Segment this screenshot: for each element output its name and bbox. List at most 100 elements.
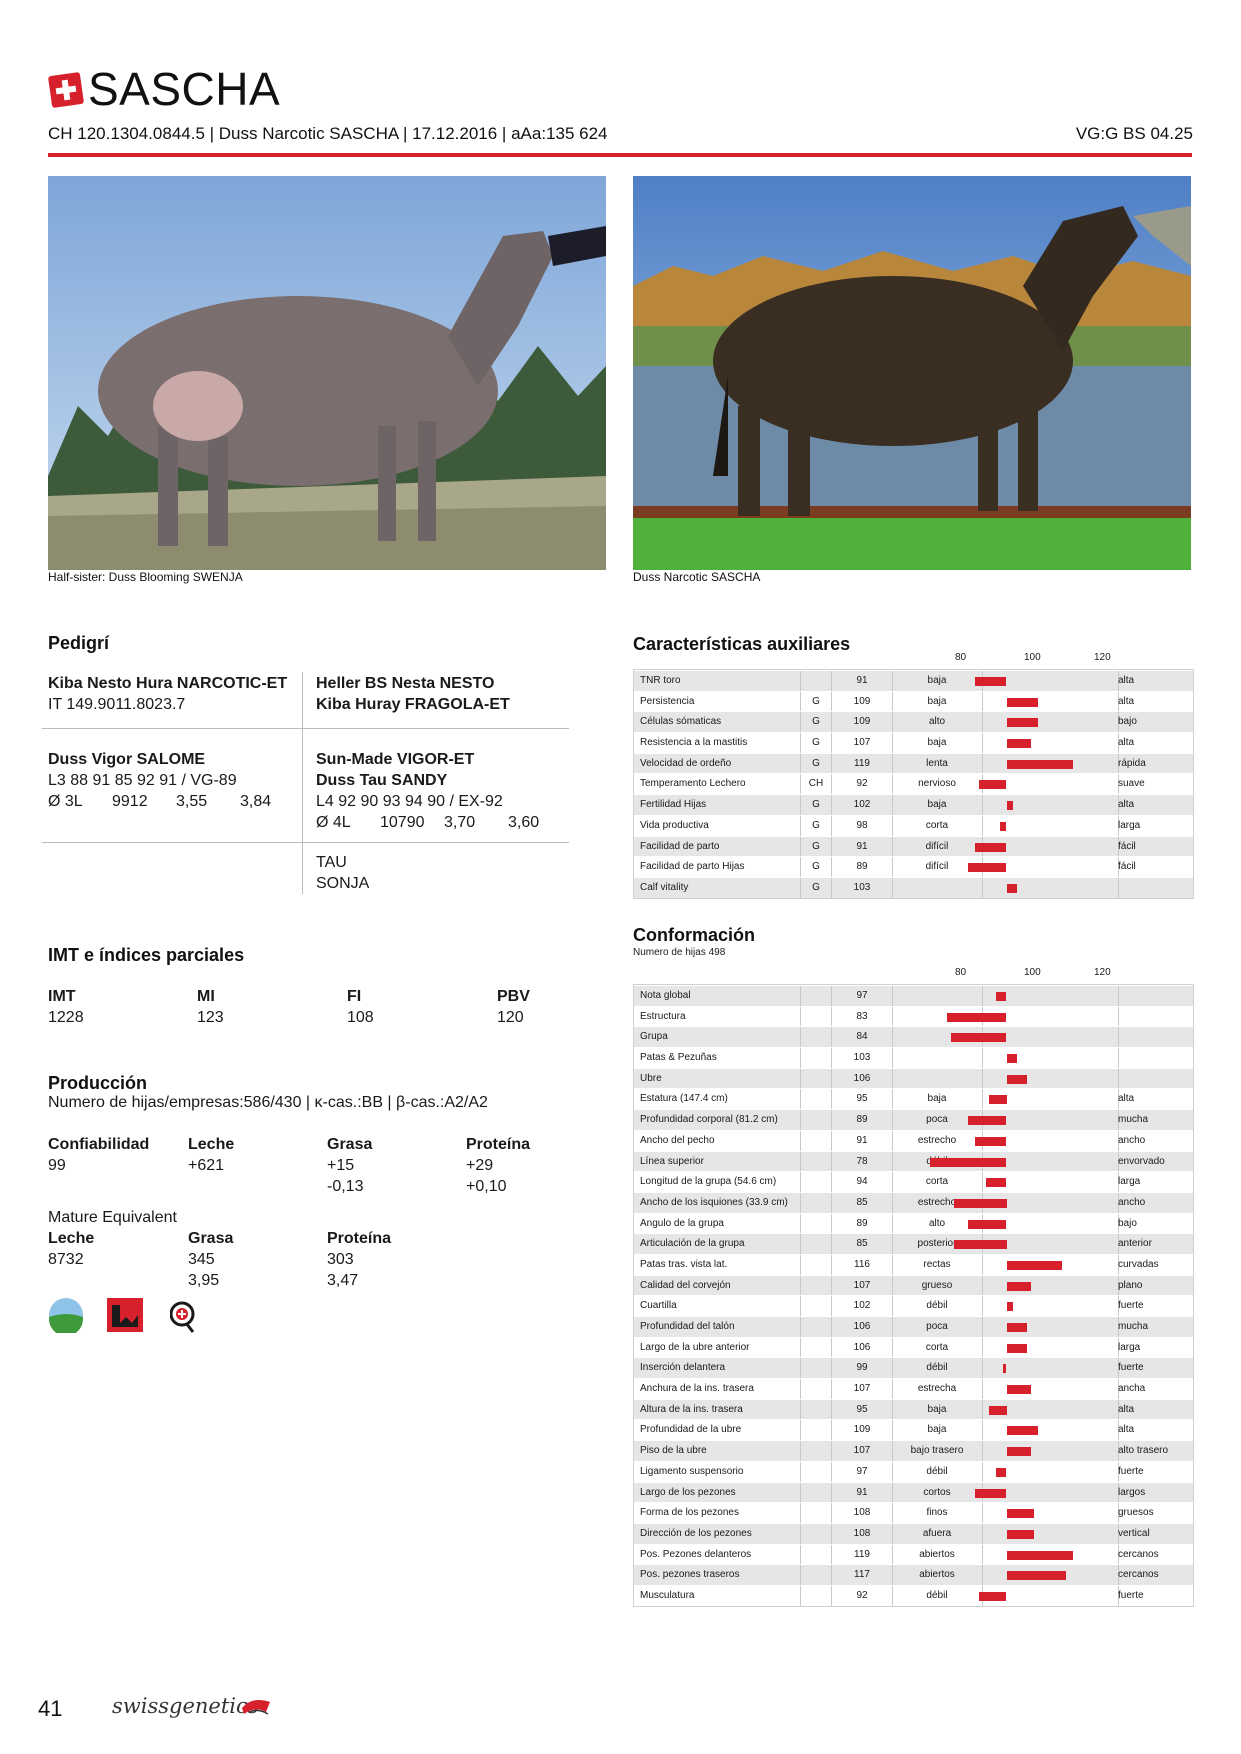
conf-grid-line [892, 1379, 893, 1399]
aux-grid-line [892, 774, 893, 795]
aux-trait-name: Velocidad de ordeño [640, 757, 732, 769]
pbv-label: PBV [497, 988, 530, 1005]
conf-trait-bar [954, 1198, 1007, 1208]
aux-trait-name: Resistencia a la mastitis [640, 737, 748, 749]
aux-trait-bar [968, 863, 1007, 873]
conf-trait-bar [996, 992, 1007, 1001]
aux-grid-line [831, 774, 832, 795]
conf-row: Articulación de la grupa 85 posterior anter… [634, 1233, 1193, 1254]
conf-grid-line [831, 1379, 832, 1399]
conf-trait-low: débil [926, 1300, 948, 1312]
conf-heading: Conformación [633, 925, 756, 945]
sire-dam-name: Kiba Huray FRAGOLA-ET [316, 696, 510, 713]
conf-grid-line [892, 1192, 893, 1213]
conf-trait-high: alta [1118, 1403, 1135, 1415]
me-grasa-label: Grasa [188, 1230, 234, 1247]
pedigree-heading: Pedigrí [48, 633, 110, 653]
conf-trait-high: gruesos [1118, 1507, 1154, 1519]
aux-row: Calf vitality G 103 [634, 876, 1193, 898]
conf-scale-80: 80 [955, 967, 967, 978]
conf-row: Ancho del pecho 91 estrecho ancho [634, 1129, 1193, 1151]
conf-grid-line [831, 1523, 832, 1544]
aux-grid-line [831, 733, 832, 753]
conf-grid-line [892, 1503, 893, 1523]
conf-trait-low: poca [926, 1114, 948, 1126]
aux-grid-line [831, 691, 832, 712]
aux-trait-low: difícil [925, 861, 949, 873]
swissgenetics-logo-icon [240, 1694, 274, 1723]
conf-grid-line [800, 1048, 801, 1068]
conf-trait-bar [975, 1136, 1007, 1146]
conf-grid-line [1118, 1544, 1119, 1565]
conf-grid-line [1118, 1461, 1119, 1482]
conf-trait-low: estrecha [917, 1383, 957, 1395]
conf-trait-high: ancha [1118, 1383, 1146, 1395]
conf-row: Forma de los pezones 108 finos gruesos [634, 1502, 1193, 1523]
conf-trait-name: Cuartilla [640, 1300, 677, 1312]
conf-row: Nota global 97 [634, 985, 1193, 1006]
aux-grid-line [982, 712, 983, 733]
imt-label: IMT [48, 988, 76, 1005]
conf-trait-name: Ligamento suspensorio [640, 1465, 744, 1477]
aux-grid-line [1118, 691, 1119, 712]
aux-scale-100: 100 [1024, 652, 1041, 663]
conf-subheading: Numero de hijas 498 [633, 947, 726, 958]
conf-trait-name: Longitud de la grupa (54.6 cm) [640, 1176, 777, 1188]
conf-grid-line [982, 1399, 983, 1420]
aux-trait-value: 107 [853, 737, 871, 749]
conf-trait-value: 102 [853, 1300, 871, 1312]
conf-trait-low: rectas [923, 1258, 951, 1270]
conf-grid-line [892, 1358, 893, 1379]
aux-grid-line [831, 795, 832, 815]
conf-trait-name: Profundidad de la ubre [640, 1424, 742, 1436]
aux-row: Facilidad de parto Hijas G 89 difícil fácil [634, 856, 1193, 877]
aux-grid-line [800, 753, 801, 774]
conf-grid-line [982, 1068, 983, 1089]
conf-grid-line [1118, 1234, 1119, 1254]
conf-trait-low: corta [925, 1176, 949, 1188]
aux-trait-type: CH [808, 778, 824, 790]
sire-sire-name: Heller BS Nesta NESTO [316, 675, 495, 692]
proteina-label: Proteína [466, 1136, 531, 1153]
conf-trait-name: Ancho de los isquiones (33.9 cm) [640, 1196, 788, 1208]
aux-trait-bar [975, 842, 1007, 852]
grasa-value: +15 [327, 1157, 355, 1174]
aux-grid-line [800, 836, 801, 857]
conf-row: Piso de la ubre 107 bajo trasero alto trase… [634, 1440, 1193, 1461]
aux-trait-low: baja [927, 737, 947, 749]
conf-grid-line [982, 986, 983, 1006]
conf-trait-name: Altura de la ins. trasera [640, 1403, 743, 1415]
conf-grid-line [800, 1254, 801, 1275]
mi-label: MI [197, 988, 215, 1005]
aux-grid-line [892, 836, 893, 857]
conf-trait-value: 89 [856, 1217, 868, 1229]
aux-trait-value: 92 [856, 778, 868, 790]
aux-grid-line [800, 857, 801, 877]
conf-row: Ligamento suspensorio 97 débil fuerte [634, 1460, 1193, 1482]
conf-grid-line [892, 1296, 893, 1316]
conf-trait-value: 109 [853, 1424, 871, 1436]
conf-grid-line [831, 1420, 832, 1441]
conf-grid-line [982, 1296, 983, 1316]
conf-trait-name: Pos. Pezones delanteros [640, 1548, 752, 1560]
conf-row: Ubre 106 [634, 1067, 1193, 1089]
conf-row: Calidad del corvejón 107 grueso plano [634, 1274, 1193, 1296]
me-grasa-percent: 3,95 [188, 1272, 220, 1289]
conf-trait-low: cortos [923, 1486, 951, 1498]
aux-trait-high: alta [1118, 737, 1135, 749]
classification: VG:G BS 04.25 [1075, 124, 1193, 143]
aux-row: Células sómaticas G 109 alto bajo [634, 711, 1193, 733]
aux-grid-line [1118, 857, 1119, 877]
conf-trait-name: Forma de los pezones [640, 1507, 739, 1519]
conf-row: Musculatura 92 débil fuerte [634, 1584, 1193, 1606]
conf-trait-bar [1006, 1054, 1017, 1064]
leche-value: +621 [188, 1157, 225, 1174]
conf-grid-line [831, 1027, 832, 1048]
aux-row: Fertilidad Hijas G 102 baja alta [634, 794, 1193, 815]
pedigree-divider-vertical [302, 672, 303, 894]
grasa-label: Grasa [327, 1136, 373, 1153]
conf-trait-name: Pos. pezones traseros [640, 1569, 740, 1581]
me-leche-value: 8732 [48, 1251, 84, 1268]
conf-trait-bar [950, 1033, 1007, 1043]
conf-grid-line [800, 1089, 801, 1110]
